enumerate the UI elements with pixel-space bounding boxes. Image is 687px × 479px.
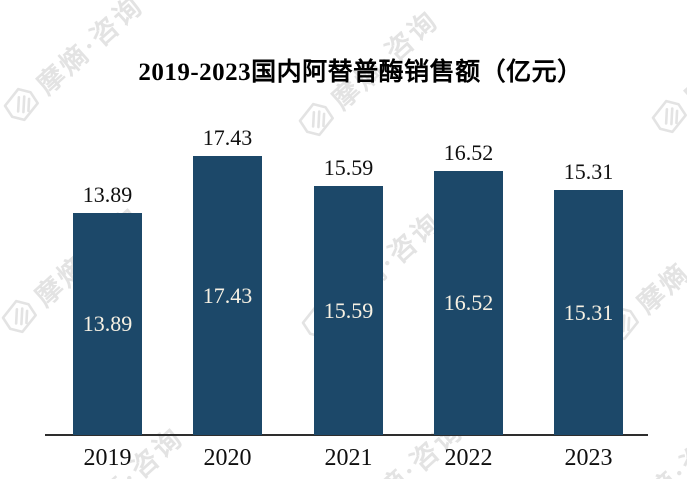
bar-2019: [73, 213, 142, 435]
x-axis-tick-label: 2019: [83, 445, 132, 471]
bar-2020: [193, 156, 262, 435]
bar-value-label-above: 17.43: [202, 125, 253, 150]
bar-value-label-inside: 15.31: [563, 299, 614, 325]
bar-2023: [554, 190, 623, 435]
x-axis-tick-label: 2020: [203, 445, 252, 471]
bar-value-label-inside: 13.89: [82, 311, 133, 336]
x-axis-tick-label: 2021: [324, 445, 373, 471]
bar-2022: [434, 171, 503, 435]
bar-value-label-inside: 17.43: [202, 282, 253, 308]
x-axis-line: [45, 434, 648, 436]
bar-value-label-above: 16.52: [443, 140, 494, 165]
x-axis-tick-label: 2023: [564, 445, 613, 471]
bar-2021: [314, 186, 383, 435]
bar-value-label-above: 15.59: [323, 155, 374, 180]
bar-value-label-above: 15.31: [563, 159, 614, 184]
x-axis-tick-label: 2022: [444, 445, 493, 471]
bar-value-label-inside: 15.59: [323, 297, 374, 323]
bar-value-label-inside: 16.52: [443, 290, 494, 315]
bar-value-label-above: 13.89: [82, 182, 133, 207]
chart-title: 2019-2023国内阿替普酶销售额（亿元）: [138, 59, 583, 86]
